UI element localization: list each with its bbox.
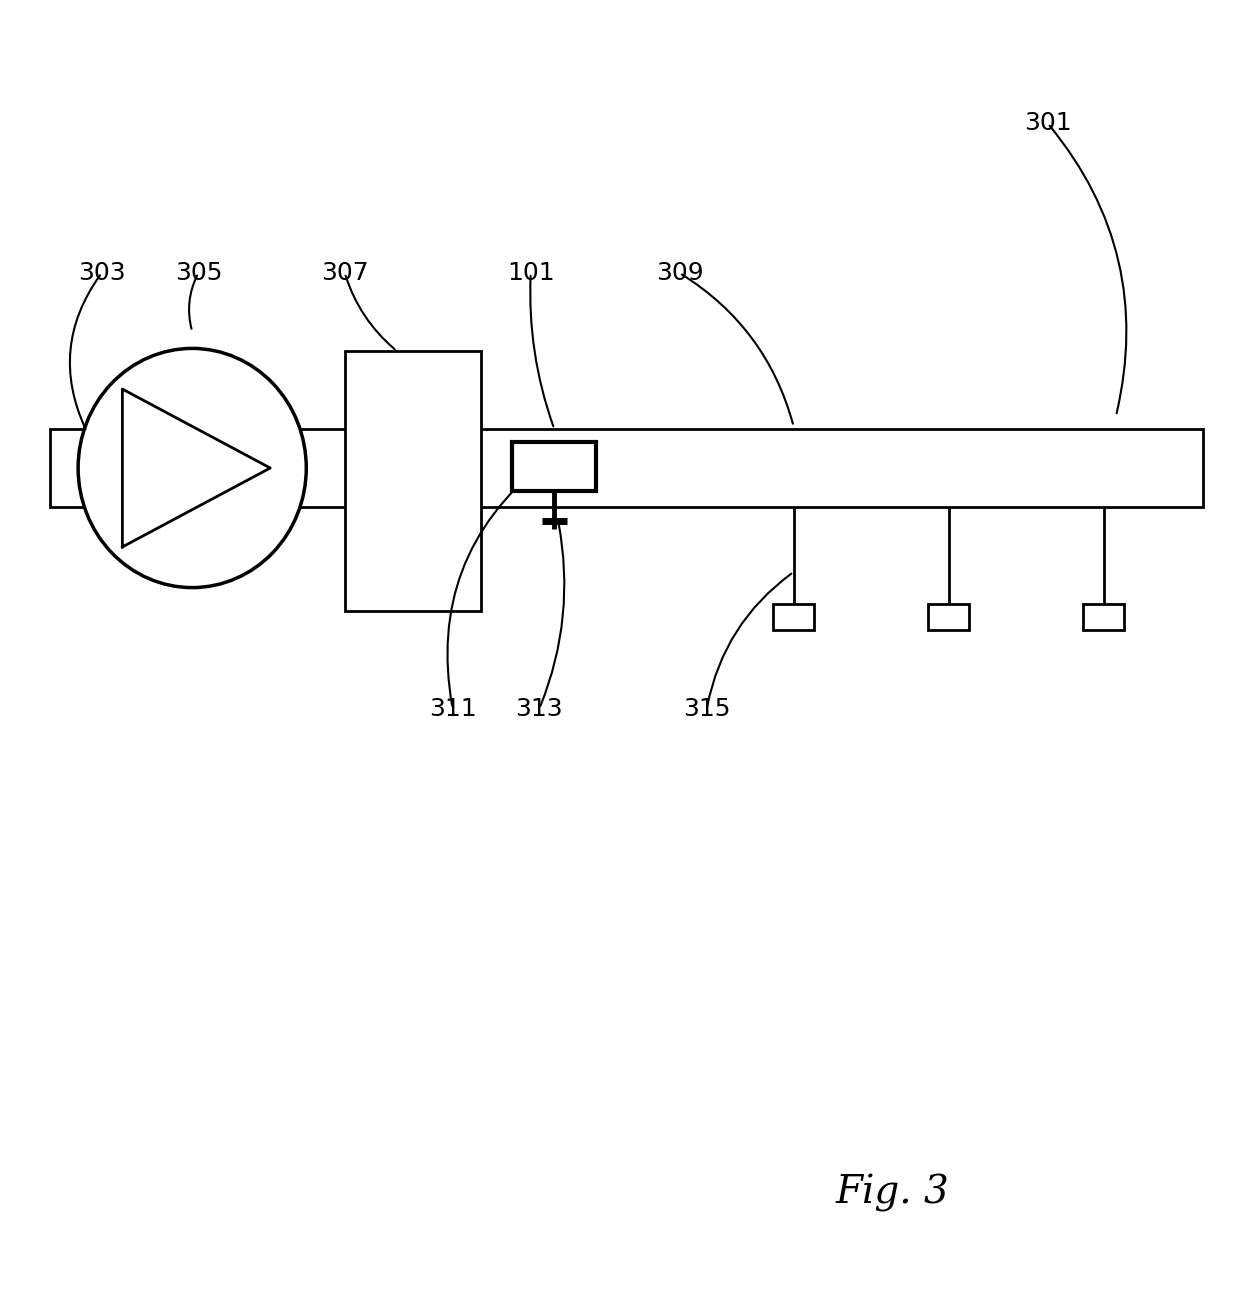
Text: 309: 309 [656, 261, 703, 285]
Ellipse shape [78, 348, 306, 588]
Text: 315: 315 [683, 697, 730, 720]
Text: 303: 303 [78, 261, 125, 285]
Text: 305: 305 [175, 261, 222, 285]
Bar [928, 604, 970, 630]
Text: 311: 311 [429, 697, 476, 720]
Text: 313: 313 [516, 697, 563, 720]
Bar [1084, 604, 1125, 630]
Text: 301: 301 [1024, 112, 1071, 135]
Bar [512, 442, 596, 491]
Bar [774, 604, 815, 630]
Text: Fig. 3: Fig. 3 [836, 1174, 950, 1213]
Bar [50, 429, 1203, 507]
Text: 307: 307 [321, 261, 368, 285]
Text: 101: 101 [507, 261, 554, 285]
Bar [345, 351, 481, 611]
